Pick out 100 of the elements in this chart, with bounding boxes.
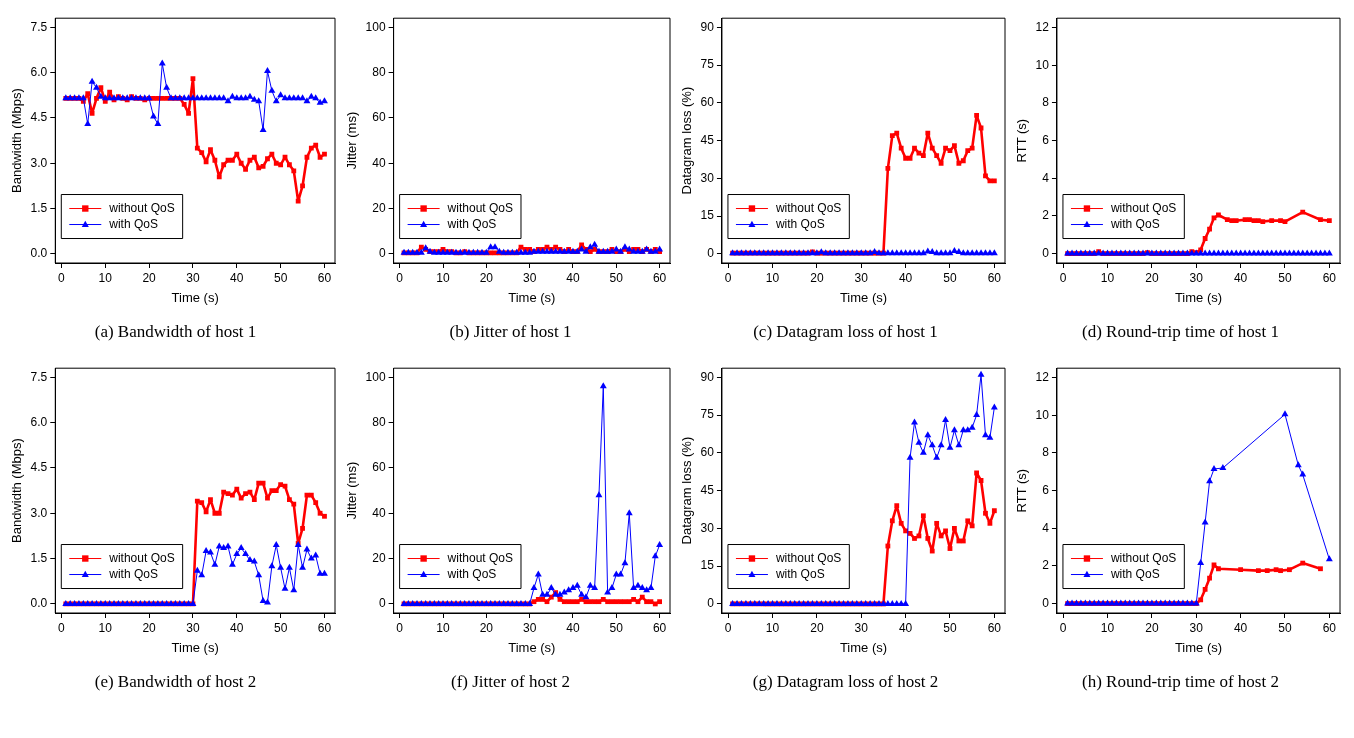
x-tick-label: 40: [898, 270, 913, 285]
y-tick-label: 75: [700, 407, 715, 422]
x-tick-label: 0: [1059, 270, 1067, 285]
y-tick-label: 90: [700, 369, 715, 384]
x-tick-label: 10: [436, 270, 450, 285]
y-tick-label: 0: [1042, 245, 1050, 260]
x-tick-label: 60: [987, 270, 1002, 285]
x-tick-label: 50: [609, 270, 624, 285]
y-tick-label: 4: [1042, 520, 1050, 535]
y-tick-label: 8: [1042, 445, 1050, 460]
y-tick-label: 2: [1042, 208, 1050, 223]
x-tick-label: 50: [1278, 620, 1292, 635]
y-tick-label: 20: [372, 550, 386, 565]
text: (c) Datagram loss of host 1: [753, 322, 938, 343]
x-tick-label: 0: [58, 620, 66, 635]
legend-label: with QoS: [1109, 216, 1160, 231]
x-tick-label: 40: [566, 620, 580, 635]
y-axis-title: Bandwidth (Mbps): [9, 438, 25, 543]
y-tick-label: 15: [700, 558, 715, 573]
x-tick-label: 20: [142, 270, 157, 285]
x-tick-label: 30: [1189, 270, 1204, 285]
x-tick-label: 30: [522, 270, 537, 285]
x-tick-label: 0: [724, 620, 732, 635]
y-axis-title: Datagram loss (%): [679, 86, 695, 195]
y-tick-label: 10: [1035, 407, 1050, 422]
y-tick-label: 6.0: [30, 64, 48, 79]
x-tick-label: 40: [898, 620, 913, 635]
x-tick-label: 50: [1278, 270, 1292, 285]
y-tick-label: 10: [1035, 57, 1050, 72]
y-tick-label: 0: [707, 596, 715, 611]
legend-label: without QoS: [1109, 550, 1177, 565]
x-tick-label: 10: [98, 270, 113, 285]
x-tick-label: 20: [1145, 270, 1159, 285]
x-tick-label: 50: [273, 270, 288, 285]
y-tick-label: 100: [365, 19, 386, 34]
y-tick-label: 6: [1042, 482, 1050, 497]
x-tick-label: 10: [98, 620, 113, 635]
x-axis-title: Time (s): [1174, 289, 1223, 305]
y-tick-label: 80: [372, 64, 386, 79]
y-tick-label: 30: [700, 170, 715, 185]
y-axis-title: Jitter (ms): [344, 461, 360, 520]
x-tick-label: 10: [436, 620, 450, 635]
x-tick-label: 30: [186, 620, 200, 635]
x-tick-label: 60: [317, 620, 332, 635]
text: (g) Datagram loss of host 2: [752, 672, 939, 693]
x-tick-label: 60: [1322, 270, 1337, 285]
x-tick-label: 10: [1100, 620, 1115, 635]
x-tick-label: 50: [943, 270, 957, 285]
y-tick-label: 60: [700, 95, 715, 110]
legend-label: with QoS: [446, 216, 497, 231]
x-tick-label: 50: [609, 620, 624, 635]
legend-label: without QoS: [774, 200, 842, 215]
x-tick-label: 0: [1059, 620, 1067, 635]
x-tick-label: 20: [810, 270, 824, 285]
y-tick-label: 3.0: [30, 155, 48, 170]
y-tick-label: 0: [378, 596, 386, 611]
y-tick-label: 75: [700, 57, 715, 72]
x-tick-label: 40: [1233, 620, 1248, 635]
x-tick-label: 20: [810, 620, 824, 635]
y-tick-label: 45: [700, 132, 715, 147]
y-tick-label: 0.0: [30, 246, 48, 261]
legend-label: with QoS: [108, 216, 158, 231]
x-axis-title: Time (s): [171, 289, 219, 305]
x-tick-label: 10: [765, 620, 780, 635]
y-tick-label: 0: [1042, 595, 1050, 610]
y-axis-title: Bandwidth (Mbps): [9, 88, 25, 193]
y-tick-label: 100: [365, 369, 386, 384]
legend-label: without QoS: [446, 550, 513, 565]
x-tick-label: 30: [854, 620, 869, 635]
y-tick-label: 7.5: [30, 19, 48, 34]
y-tick-label: 4: [1042, 170, 1050, 185]
legend-label: without QoS: [108, 200, 175, 215]
x-tick-label: 20: [142, 620, 157, 635]
y-tick-label: 4.5: [30, 110, 48, 125]
x-axis-title: Time (s): [508, 289, 556, 305]
y-tick-label: 60: [372, 460, 386, 475]
x-tick-label: 40: [1233, 270, 1248, 285]
x-tick-label: 20: [1145, 620, 1159, 635]
x-tick-label: 60: [317, 270, 332, 285]
y-tick-label: 12: [1035, 369, 1050, 384]
legend-label: with QoS: [774, 216, 825, 231]
y-tick-label: 0.0: [30, 596, 48, 611]
x-tick-label: 60: [652, 270, 667, 285]
y-tick-label: 7.5: [30, 369, 48, 384]
y-tick-label: 60: [372, 110, 386, 125]
y-tick-label: 40: [372, 505, 386, 520]
x-axis-title: Time (s): [508, 639, 556, 655]
x-tick-label: 10: [1100, 270, 1115, 285]
x-axis-title: Time (s): [839, 639, 888, 655]
legend-label: without QoS: [1109, 200, 1177, 215]
text: (b) Jitter of host 1: [449, 322, 572, 343]
x-tick-label: 0: [724, 270, 732, 285]
y-tick-label: 0: [707, 246, 715, 261]
y-tick-label: 0: [378, 246, 386, 261]
y-tick-label: 4.5: [30, 460, 48, 475]
y-tick-label: 6: [1042, 132, 1050, 147]
x-tick-label: 20: [479, 620, 494, 635]
y-tick-label: 6.0: [30, 414, 48, 429]
y-tick-label: 40: [372, 155, 386, 170]
text: (e) Bandwidth of host 2: [94, 672, 257, 693]
